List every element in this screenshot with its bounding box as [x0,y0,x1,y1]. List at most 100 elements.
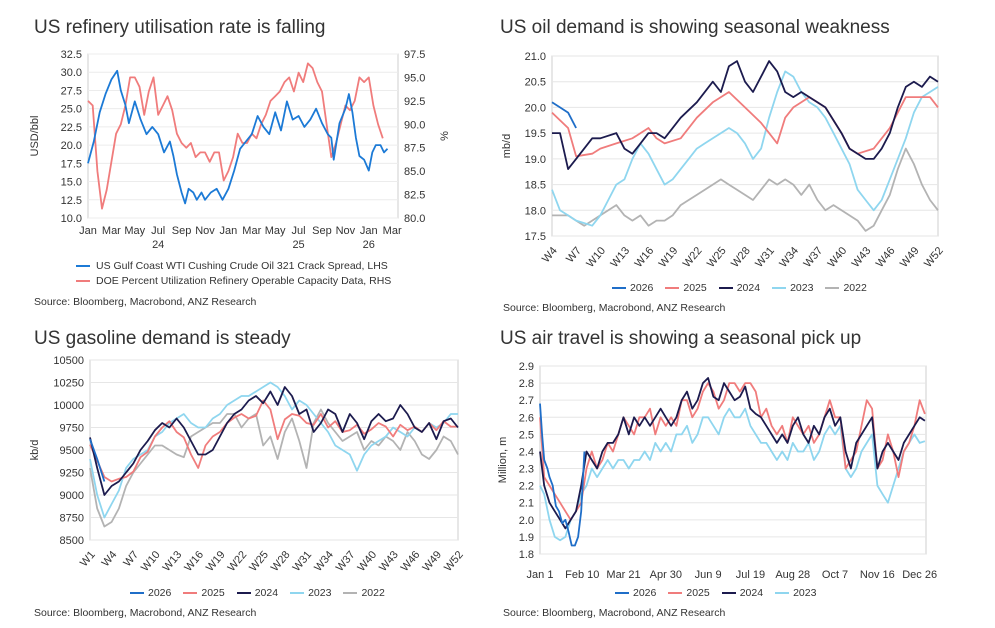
x-tick-label: W52 [922,245,946,270]
x-tick-label: Feb 10 [565,569,599,581]
y-tick-label-right: 90.0 [404,119,425,131]
legend-swatch-2026 [130,592,144,594]
x-tick-label: W31 [753,245,777,270]
x-tick-label: Jun 9 [695,569,722,581]
y-tick-label: 10250 [53,378,84,390]
x-tick-label: W22 [226,549,250,574]
x-tick-label: W13 [161,549,185,574]
legend-label-2026: 2026 [633,587,657,599]
y-tick-label: 2.9 [519,361,534,373]
x-tick-label: W4 [100,549,120,569]
x-tick-label: W43 [377,549,401,574]
x-year-label: 25 [292,239,304,251]
y-axis-label: USD/bbl [29,116,41,157]
x-tick-label: May [265,225,286,237]
oil-legend: 2026 2025 2024 2023 2022 [612,282,867,294]
y-tick-label: 2.7 [519,395,534,407]
legend-label-2022: 2022 [361,587,385,599]
x-tick-label: W52 [442,549,466,574]
air-source: Source: Bloomberg, Macrobond, ANZ Resear… [503,607,726,619]
x-tick-label: W19 [204,549,228,574]
legend-item-2025: 2025 [665,282,707,294]
y-tick-label: 20.5 [525,77,546,89]
x-tick-label: W34 [312,549,336,574]
series-line-2024 [89,386,459,496]
x-tick-label: W25 [705,245,729,270]
x-tick-label: W4 [540,245,560,265]
y-tick-label: 1.8 [519,549,534,561]
legend-swatch-2024 [236,592,251,594]
y-tick-label-right: 97.5 [404,49,425,61]
x-year-label: 26 [363,239,375,251]
x-tick-label: W40 [826,245,850,270]
series-line-crack-spread [87,69,389,205]
y-tick-label-left: 10.0 [61,213,82,225]
x-tick-label: W43 [850,245,874,270]
series-line-2022 [89,408,459,528]
x-tick-label: W1 [78,549,98,569]
y-tick-label: 8500 [60,535,84,547]
series-line-2026 [539,403,586,547]
x-tick-label: Nov [195,225,215,237]
y-tick-label: 8750 [60,513,84,525]
x-tick-label: W22 [681,245,705,270]
x-tick-label: Sep [172,225,192,237]
y-tick-label: 20.0 [525,102,546,114]
y-tick-label-right: 95.0 [404,72,425,84]
x-tick-label: Mar [242,225,261,237]
legend-label-2023: 2023 [790,282,814,294]
y-tick-label: 9500 [60,445,84,457]
y-tick-label: 2.5 [519,429,534,441]
y-tick-label-left: 15.0 [61,177,82,189]
y-tick-label: 18.5 [525,180,546,192]
x-tick-label: Nov [336,225,356,237]
x-tick-label: W28 [729,245,753,270]
x-tick-label: Mar [383,225,402,237]
series-line-2025 [89,399,458,483]
y2-axis-label: % [439,131,451,141]
refinery-chart: 32.5 30.0 27.5 25.0 22.5 20.0 17.5 15.0 12.5 10.0… [29,49,451,251]
legend-swatch-2026 [612,287,626,289]
y-tick-label-left: 22.5 [61,122,82,134]
series-line-2024 [552,60,939,171]
refinery-source: Source: Bloomberg, Macrobond, ANZ Resear… [34,296,257,308]
x-tick-label: Aug 28 [775,569,810,581]
x-year-label: 24 [152,239,164,251]
x-tick-label: Jul [151,225,165,237]
x-tick-label: Jan [79,225,97,237]
y-tick-label: 2.1 [519,498,534,510]
legend-swatch-2023 [775,592,790,594]
legend-label-2026: 2026 [630,282,654,294]
legend-item-2023: 2023 [290,587,331,599]
y-tick-label: 21.0 [525,51,546,63]
y-tick-label-left: 20.0 [61,140,82,152]
gasoline-source: Source: Bloomberg, Macrobond, ANZ Resear… [34,607,257,619]
x-tick-label: Dec 26 [902,569,937,581]
legend-label-2023: 2023 [793,587,817,599]
legend-item-crack-spread: US Gulf Coast WTI Cushing Crude Oil 321 … [76,258,391,273]
series-line-2025 [551,91,939,158]
x-tick-label: W37 [801,245,825,270]
legend-label-crack: US Gulf Coast WTI Cushing Crude Oil 321 … [96,259,388,272]
y-tick-label-left: 27.5 [61,85,82,97]
series-line-2026 [551,101,577,129]
legend-item-2026: 2026 [615,587,656,599]
legend-swatch-2024 [718,287,733,289]
legend-item-2024: 2024 [236,587,278,599]
legend-swatch-2025 [665,287,680,289]
y-tick-label-left: 32.5 [61,49,82,61]
y-tick-label: 10500 [53,355,84,367]
y-tick-label: 2.8 [519,378,534,390]
y-tick-label: 1.9 [519,532,534,544]
x-tick-label: W49 [898,245,922,270]
plot-area [539,365,927,555]
gasoline-chart-title: US gasoline demand is steady [34,328,291,349]
x-tick-label: W31 [291,549,315,574]
legend-item-2023: 2023 [772,282,813,294]
x-tick-label: Mar 21 [606,569,640,581]
y-tick-label-right: 85.0 [404,166,425,178]
legend-item-2023: 2023 [775,587,816,599]
oil-chart: 21.020.520.019.519.018.518.017.5W4 W7 W10 W… [501,51,946,270]
y-tick-label: 18.0 [525,205,546,217]
y-tick-label: 9250 [60,468,84,480]
